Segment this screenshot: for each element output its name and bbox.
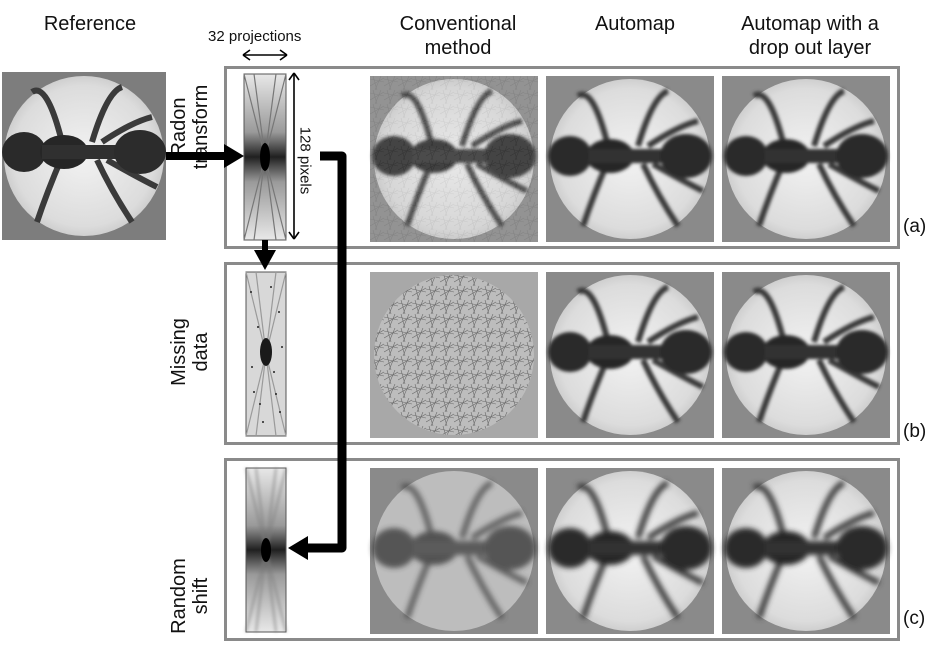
sinogram-random-shift (245, 467, 287, 633)
automap-header: Automap (594, 13, 676, 35)
automap-dropout-header: Automap with a drop out layer (741, 13, 879, 59)
reconstruction-automap-b (546, 272, 714, 438)
reconstruction-conventional-c (370, 468, 538, 634)
missing-data-label: Missing data (168, 318, 212, 386)
reconstruction-automap-c (546, 468, 714, 634)
reference-header: Reference (43, 13, 137, 35)
sinogram-missing-data (245, 271, 287, 437)
projections-width-arrow (242, 49, 288, 61)
random-shift-label: Random shift (168, 558, 212, 634)
reconstruction-automap-dropout-b (722, 272, 890, 438)
row-tag-c: (c) (903, 608, 926, 629)
projections-label: 32 projections (208, 28, 302, 45)
reconstruction-conventional-b (370, 272, 538, 438)
row-tag-a: (a) (903, 216, 927, 237)
reconstruction-automap-dropout-a (722, 76, 890, 242)
reconstruction-automap-dropout-c (722, 468, 890, 634)
reconstruction-automap-a (546, 76, 714, 242)
sinogram-full (243, 73, 287, 241)
row-tag-b: (b) (903, 421, 927, 442)
reconstruction-conventional-a (370, 76, 538, 242)
conventional-header: Conventional method (399, 13, 517, 59)
reference-image (2, 72, 166, 240)
pixels-height-arrow (288, 72, 300, 240)
